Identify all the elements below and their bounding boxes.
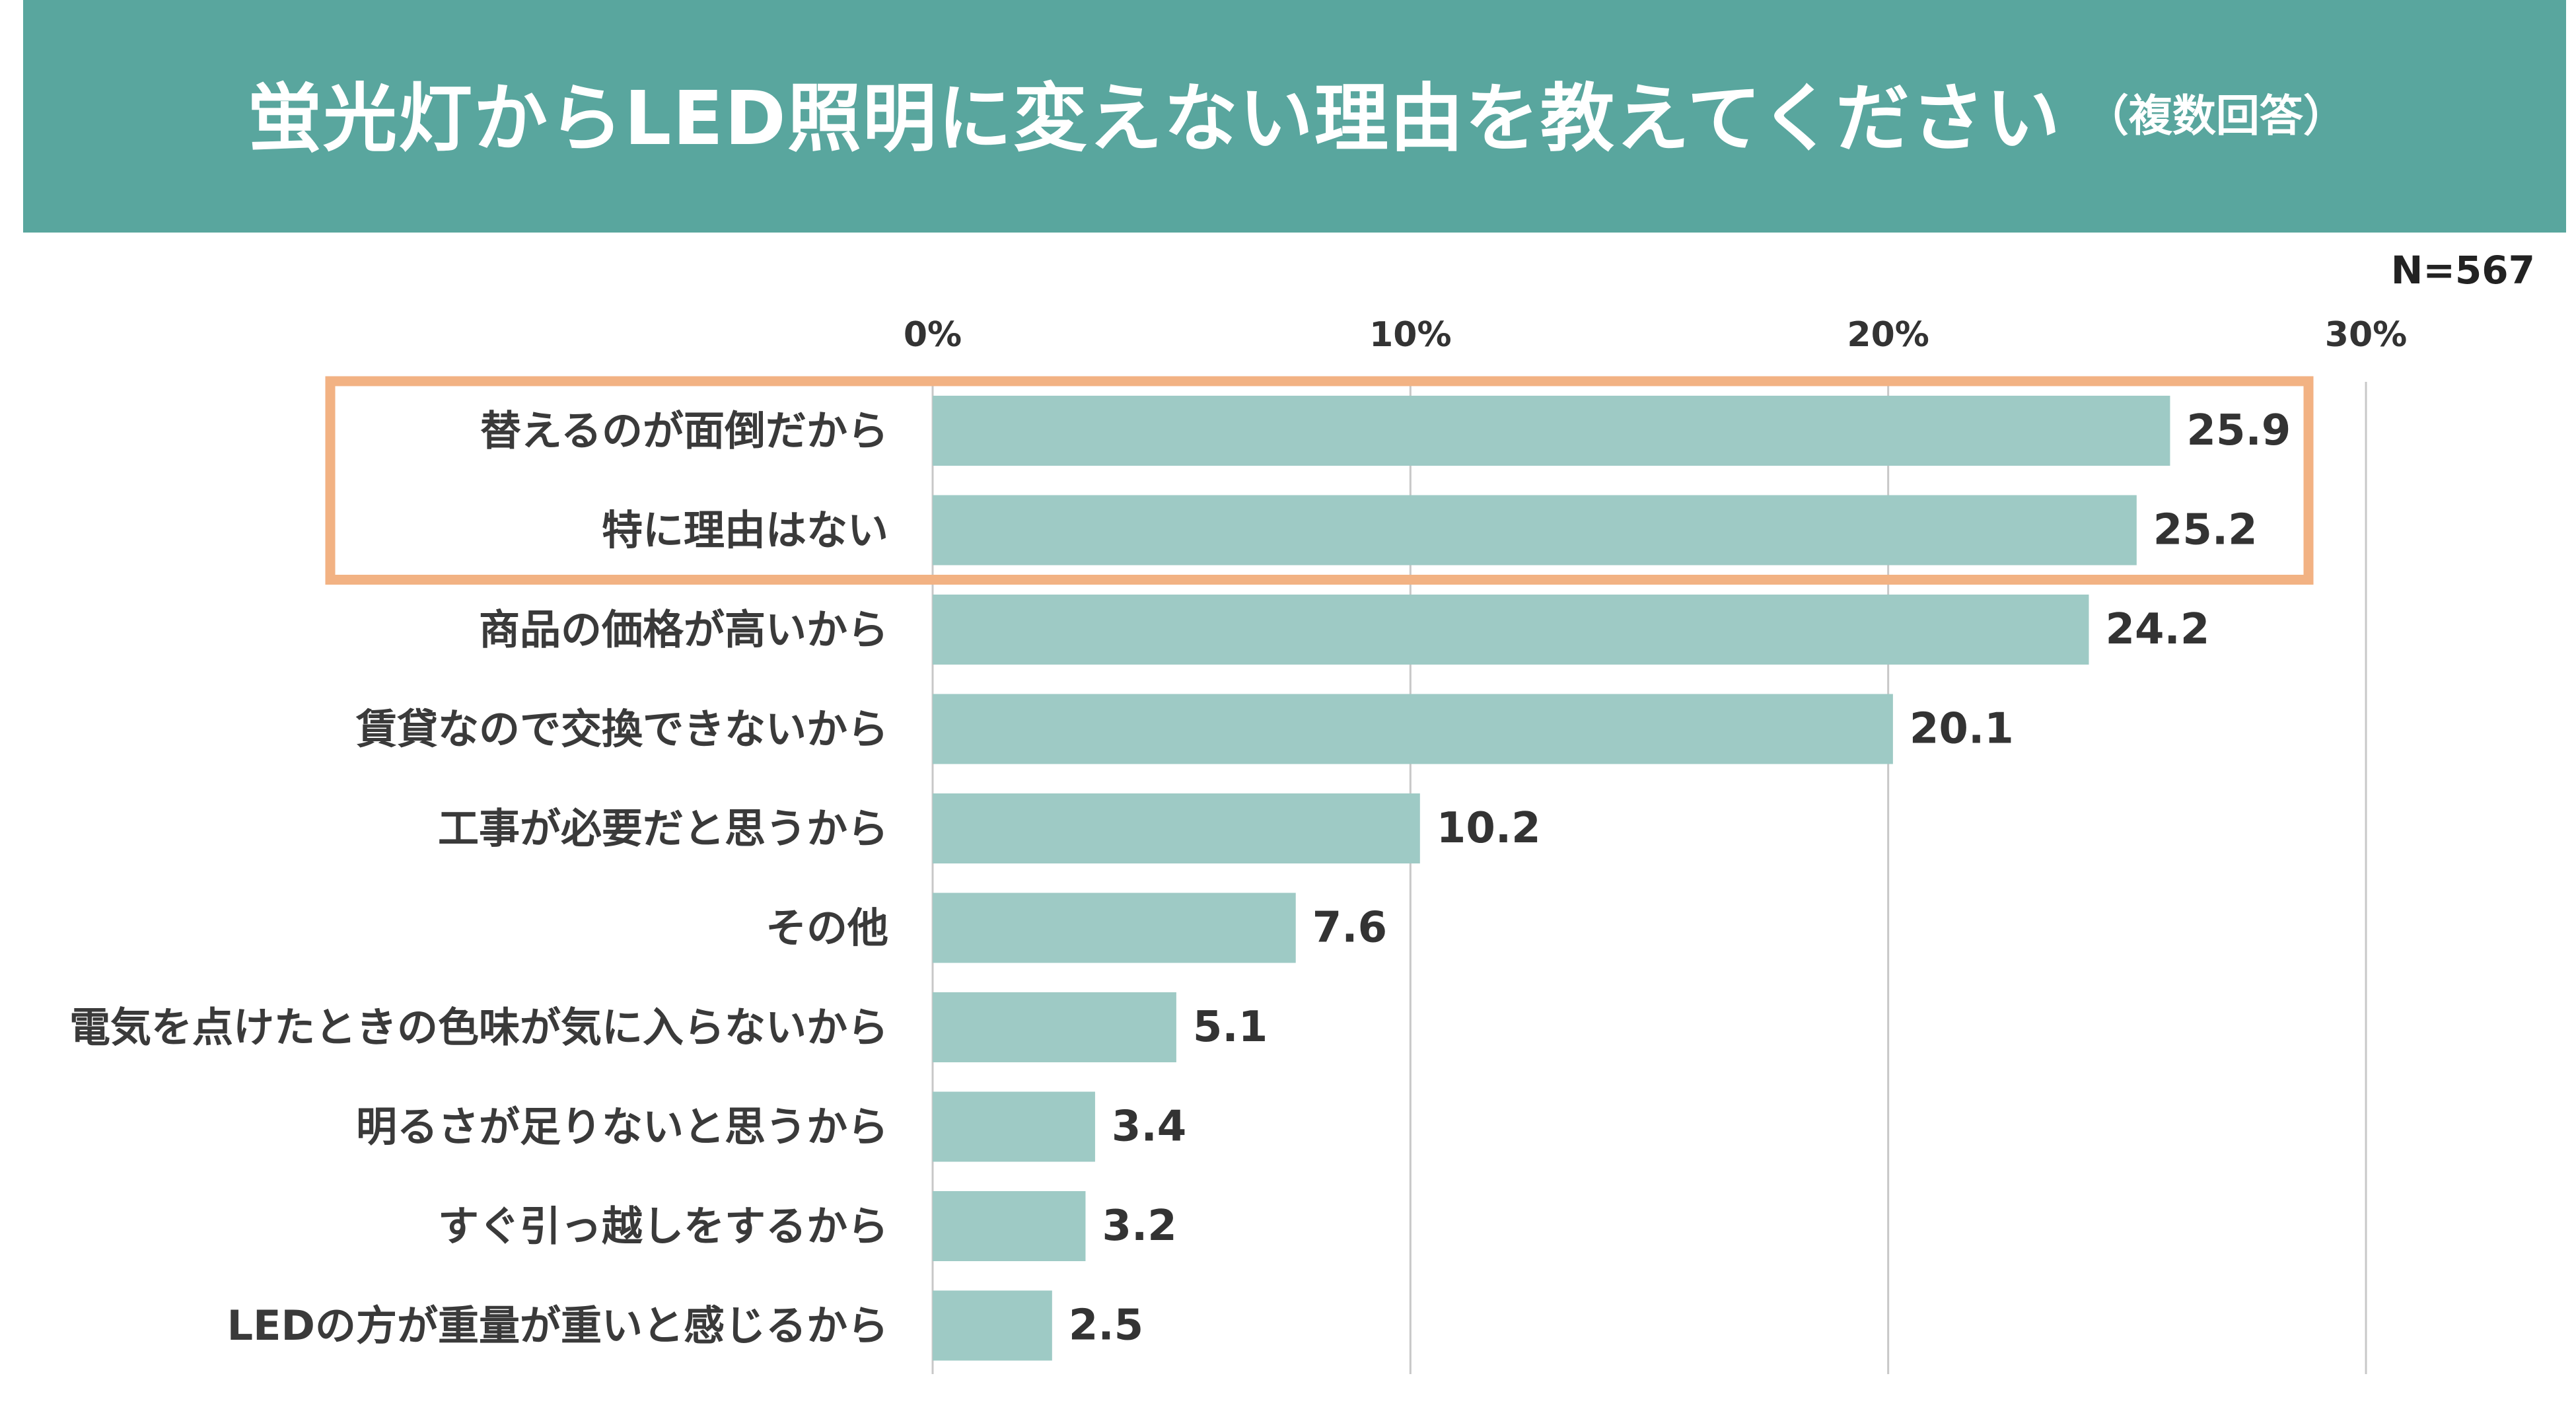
bar-3 [933, 595, 2089, 665]
bar-5 [933, 793, 1420, 863]
category-label: すぐ引っ越しをするから [438, 1202, 888, 1251]
title-wrap: 蛍光灯からLED照明に変えない理由を教えてください （複数回答） [248, 46, 2347, 178]
value-label: 20.1 [1910, 705, 2014, 754]
x-tick-label: 30% [2325, 315, 2407, 355]
chart-title: 蛍光灯からLED照明に変えない理由を教えてください [248, 76, 2061, 162]
category-label: 工事が必要だと思うから [438, 805, 888, 853]
value-label: 25.2 [2153, 506, 2258, 555]
bar-10 [933, 1290, 1052, 1361]
value-label: 3.4 [1112, 1103, 1186, 1151]
x-tick-label: 0% [904, 315, 962, 355]
category-label: 特に理由はない [602, 506, 888, 554]
highlight-box [325, 376, 2314, 585]
category-label: LEDの方が重量が重いと感じるから [227, 1301, 888, 1350]
value-label: 5.1 [1193, 1003, 1268, 1052]
title-banner: 蛍光灯からLED照明に変えない理由を教えてください （複数回答） [23, 0, 2566, 233]
bar-2 [933, 495, 2137, 566]
bar-8 [933, 1091, 1095, 1162]
bar-6 [933, 893, 1296, 963]
value-label: 24.2 [2105, 605, 2209, 654]
bar-1 [933, 396, 2170, 466]
bar-7 [933, 992, 1176, 1062]
value-label: 25.9 [2186, 406, 2291, 455]
highlight-layer [325, 376, 2314, 585]
value-label: 3.2 [1102, 1202, 1176, 1251]
category-label: 賃貸なので交換できないから [355, 705, 888, 753]
category-label: 商品の価格が高いから [479, 606, 888, 654]
x-axis-ticks: 0% 10% 20% 30% [904, 315, 2407, 355]
x-tick-label: 20% [1847, 315, 1929, 355]
category-label: 替えるのが面倒だから [480, 407, 888, 455]
category-label: その他 [766, 904, 888, 952]
category-labels: 替えるのが面倒だから特に理由はない商品の価格が高いから賃貸なので交換できないから… [69, 407, 888, 1350]
bar-9 [933, 1191, 1086, 1261]
chart-subtitle: （複数回答） [2085, 91, 2347, 141]
bar-4 [933, 694, 1893, 764]
value-label: 10.2 [1437, 804, 1541, 853]
x-tick-label: 10% [1369, 315, 1451, 355]
category-label: 電気を点けたときの色味が気に入らないから [69, 1003, 888, 1052]
value-labels: 25.9 25.2 24.2 20.1 10.2 7.6 5.1 3.4 3.2 2.5 [1069, 406, 2291, 1350]
sample-size-label: N=567 [2390, 248, 2535, 293]
value-label: 7.6 [1312, 904, 1387, 953]
category-label: 明るさが足りないと思うから [356, 1103, 888, 1151]
value-label: 2.5 [1069, 1301, 1143, 1350]
bars [933, 396, 2170, 1361]
